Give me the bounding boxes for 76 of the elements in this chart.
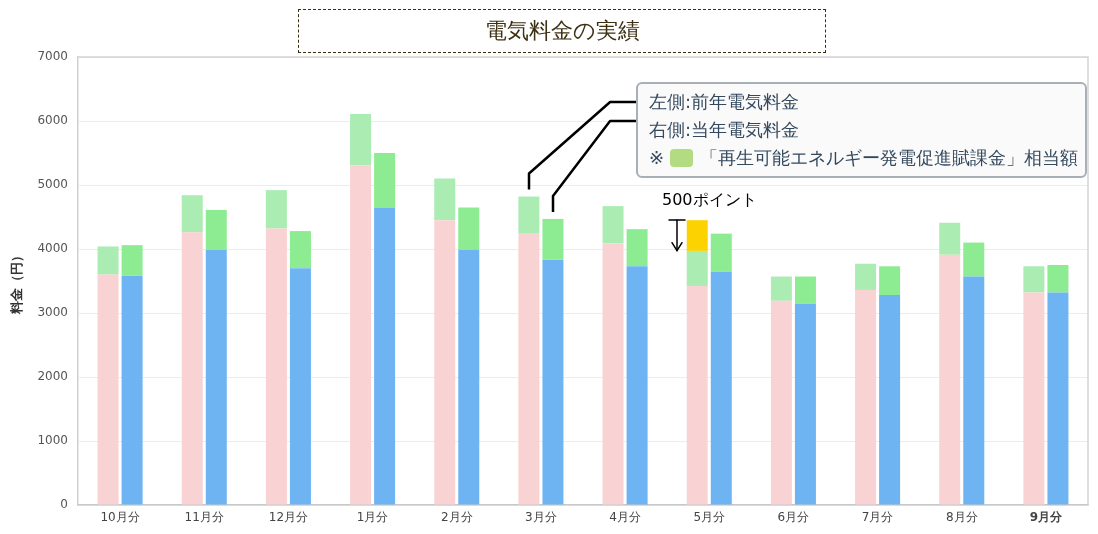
bar	[289, 268, 311, 505]
bar	[770, 300, 792, 505]
x-tick-label: 3月分	[525, 510, 557, 525]
x-tick-label: 9月分	[1029, 510, 1064, 525]
bar	[458, 249, 480, 505]
bar	[963, 276, 985, 505]
bar	[434, 220, 456, 505]
x-tick-label: 1月分	[356, 510, 389, 525]
annotation: 左側:前年電気料金	[649, 91, 800, 112]
annotation: 右側:当年電気料金	[649, 119, 800, 140]
bar	[939, 254, 961, 505]
bar	[1023, 266, 1045, 293]
bar	[350, 165, 372, 505]
bar	[265, 228, 287, 505]
y-tick-label: 3000	[37, 305, 68, 320]
bar	[939, 222, 961, 255]
bar	[350, 113, 372, 166]
bar	[434, 178, 456, 221]
bar	[855, 263, 877, 290]
x-tick-label: 7月分	[861, 510, 894, 525]
bar	[542, 259, 564, 505]
x-tick-label: 10月分	[100, 510, 140, 525]
x-tick-label: 11月分	[184, 510, 224, 525]
x-tick-label: 4月分	[609, 510, 641, 525]
bar	[963, 242, 985, 277]
bar	[205, 249, 227, 505]
x-tick-label: 2月分	[440, 510, 473, 525]
y-tick-label: 5000	[37, 177, 68, 192]
bar	[794, 276, 816, 304]
bar	[121, 275, 143, 505]
x-tick-label: 8月分	[945, 510, 978, 525]
bar	[518, 196, 540, 233]
bar	[97, 246, 119, 275]
bar	[374, 153, 396, 208]
x-tick-label: 5月分	[693, 510, 726, 525]
bar	[374, 207, 396, 505]
bar	[181, 232, 203, 505]
bar	[289, 231, 311, 269]
bar	[518, 233, 540, 505]
x-tick-label: 12月分	[268, 510, 309, 525]
bar	[265, 190, 287, 229]
bar	[205, 209, 227, 250]
bar	[794, 303, 816, 505]
bar	[710, 271, 732, 505]
bar	[458, 207, 480, 250]
y-tick-label: 1000	[37, 433, 68, 448]
annotation: ※	[649, 146, 665, 170]
bar	[626, 266, 648, 505]
bar	[626, 229, 648, 267]
bar	[686, 286, 708, 505]
y-tick-label: 6000	[37, 113, 68, 128]
bar	[181, 195, 203, 233]
chart-title: 電気料金の実績	[484, 18, 640, 44]
bar	[97, 274, 119, 505]
y-tick-label: 0	[60, 497, 68, 512]
bar	[1047, 292, 1069, 505]
y-axis-title: 料金（円）	[9, 248, 25, 315]
bar	[542, 218, 564, 260]
bar	[770, 276, 792, 301]
x-tick-label: 6月分	[777, 510, 810, 525]
bar	[855, 289, 877, 505]
bar	[686, 250, 708, 287]
y-tick-label: 4000	[37, 241, 68, 256]
bar	[602, 206, 624, 244]
bar	[121, 245, 143, 276]
y-tick-label: 7000	[37, 49, 68, 64]
annotation: 「再生可能エネルギー発電促進賦課金」相当額	[700, 146, 1079, 170]
bar	[710, 233, 732, 272]
y-tick-label: 2000	[37, 369, 68, 384]
bar	[686, 220, 708, 251]
bar	[602, 243, 624, 505]
bar	[1047, 265, 1069, 293]
bar	[1023, 292, 1045, 505]
bar	[879, 266, 901, 296]
bar	[879, 295, 901, 505]
annotation: 500ポイント	[661, 190, 757, 210]
